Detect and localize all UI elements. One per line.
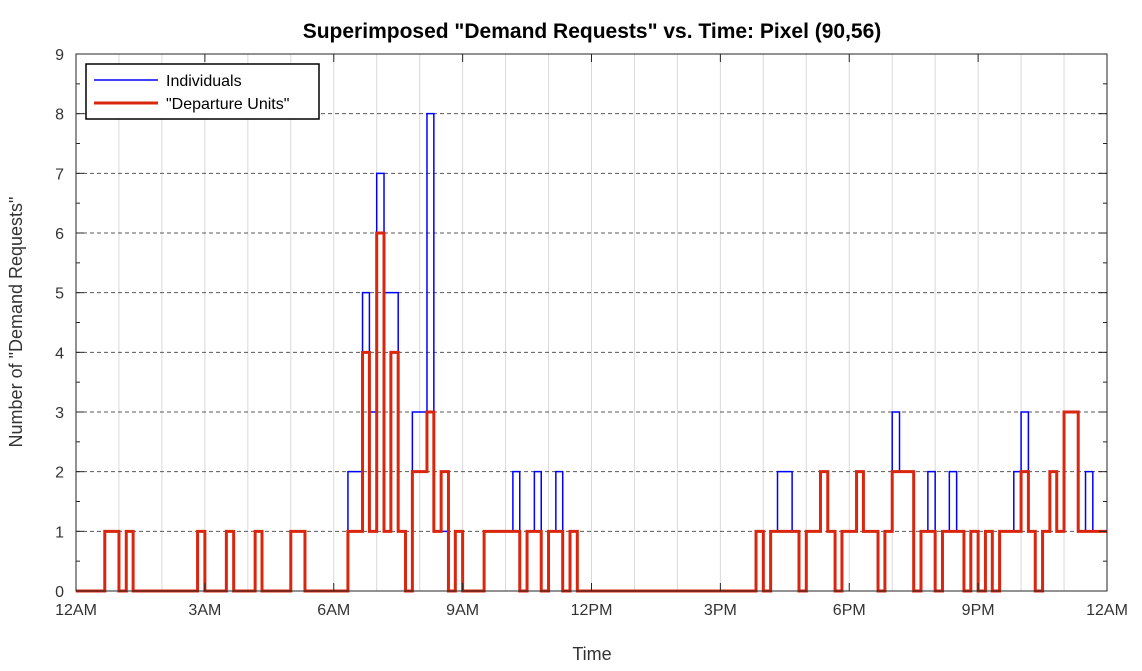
y-axis-label: Number of "Demand Requests" [6,197,26,448]
y-tick-label: 7 [55,166,64,183]
x-tick-label: 3PM [704,602,737,619]
y-tick-label: 6 [55,226,64,243]
ticks: 0 1 2 3 4 5 6 7 8 9 12AM 3AM 6AM 9AM 12PM 3PM 6PM 9PM 12AM [55,47,1128,619]
y-tick-label: 3 [55,405,64,422]
y-tick-label: 1 [55,524,64,541]
x-tick-label: 6PM [833,602,866,619]
x-tick-label: 9AM [446,602,479,619]
x-axis-label: Time [572,644,611,664]
x-tick-label: 3AM [188,602,221,619]
y-tick-label: 5 [55,286,64,303]
x-tick-label: 12AM [1086,602,1128,619]
legend: Individuals "Departure Units" [85,63,320,120]
y-tick-label: 9 [55,47,64,64]
x-tick-label: 6AM [317,602,350,619]
chart-title: Superimposed "Demand Requests" vs. Time:… [303,20,882,43]
x-tick-label: 9PM [962,602,995,619]
legend-label-individuals: Individuals [166,73,242,90]
legend-label-departure-units: "Departure Units" [166,96,289,113]
y-tick-label: 2 [55,465,64,482]
y-tick-label: 4 [55,345,64,362]
x-tick-label: 12AM [55,602,97,619]
legend-box [85,63,320,120]
y-tick-label: 8 [55,107,64,124]
y-tick-label: 0 [55,584,64,601]
x-tick-label: 12PM [571,602,613,619]
